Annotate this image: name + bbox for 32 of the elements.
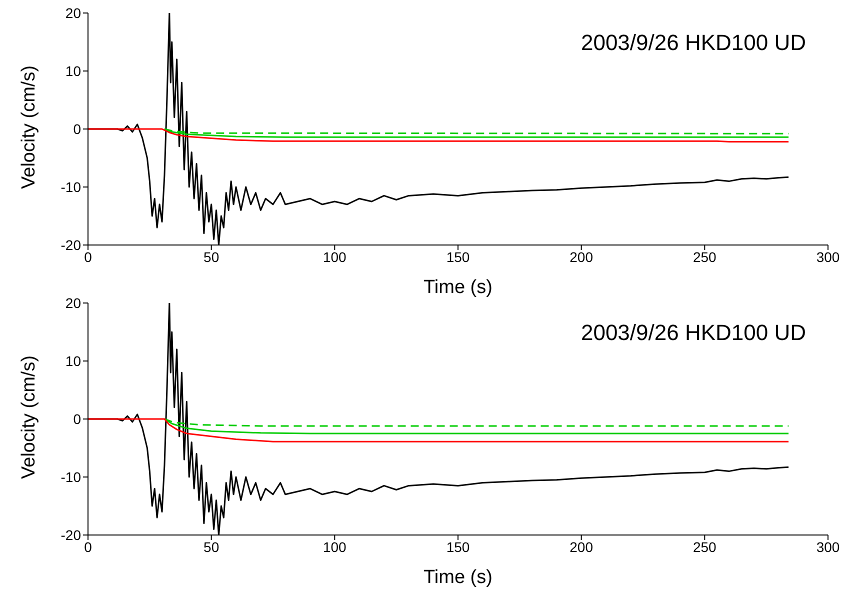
- x-tick-label: 100: [322, 538, 347, 555]
- y-tick-label: -10: [60, 178, 82, 195]
- y-tick-label: 20: [65, 294, 82, 311]
- x-tick-label: 100: [322, 248, 347, 265]
- x-tick-label: 150: [446, 538, 470, 555]
- x-axis-title: Time (s): [424, 567, 492, 588]
- y-axis-title: Velocity (cm/s): [18, 65, 40, 189]
- y-tick-label: 0: [73, 410, 82, 427]
- x-tick-label: 300: [816, 248, 840, 265]
- x-tick-label: 200: [570, 248, 594, 265]
- x-tick-label: 250: [692, 538, 717, 555]
- y-tick-label: 10: [65, 352, 82, 369]
- x-tick-label: 200: [570, 538, 594, 555]
- x-tick-label: 50: [204, 538, 220, 555]
- line-series: [88, 418, 790, 442]
- y-axis-title: Velocity (cm/s): [18, 355, 40, 479]
- y-tick-label: -20: [60, 236, 82, 253]
- y-tick-label: -10: [60, 468, 82, 485]
- y-tick-label: 0: [73, 120, 82, 137]
- x-tick-label: 50: [204, 248, 220, 265]
- x-tick-label: 300: [816, 538, 840, 555]
- text: 2003/9/26 HKD100 UD: [580, 320, 806, 346]
- x-tick-label: 0: [84, 248, 92, 265]
- y-tick-label: -20: [60, 526, 82, 543]
- line-series: [88, 128, 790, 143]
- x-tick-label: 0: [84, 538, 92, 555]
- x-tick-label: 150: [446, 248, 470, 265]
- y-tick-label: 10: [65, 62, 82, 79]
- x-tick-label: 250: [692, 248, 717, 265]
- y-tick-label: 20: [65, 4, 82, 21]
- x-axis-title: Time (s): [424, 277, 492, 298]
- text: 2003/9/26 HKD100 UD: [580, 30, 806, 56]
